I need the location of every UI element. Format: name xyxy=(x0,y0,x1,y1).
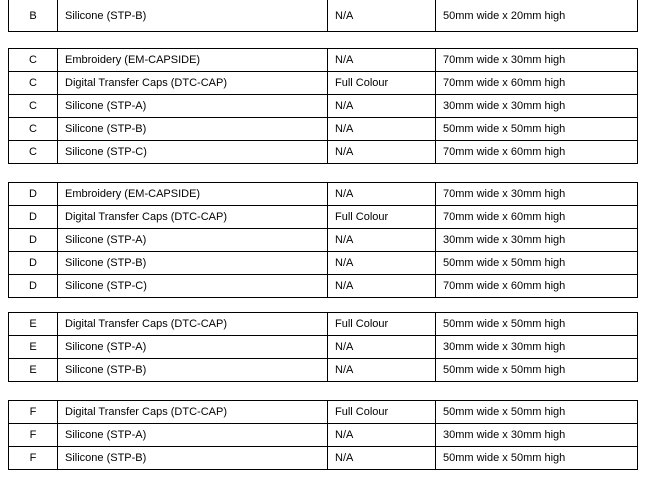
cell-size: 50mm wide x 50mm high xyxy=(435,358,638,382)
table-row: F Silicone (STP-B) N/A 50mm wide x 50mm hig… xyxy=(8,446,638,470)
cell-colour: Full Colour xyxy=(327,71,436,95)
spec-table: C Embroidery (EM-CAPSIDE) N/A 70mm wide x 3… xyxy=(8,48,638,164)
cell-product: Silicone (STP-B) xyxy=(57,251,328,275)
cell-product: Silicone (STP-B) xyxy=(57,358,328,382)
cell-group: C xyxy=(8,94,58,118)
cell-size: 70mm wide x 60mm high xyxy=(435,205,638,229)
spec-table: B Silicone (STP-B) N/A 50mm wide x 20mm hig… xyxy=(8,0,638,32)
cell-product: Digital Transfer Caps (DTC-CAP) xyxy=(57,400,328,424)
table-row: F Silicone (STP-A) N/A 30mm wide x 30mm hig… xyxy=(8,423,638,447)
table-row: B Silicone (STP-B) N/A 50mm wide x 20mm hig… xyxy=(8,0,638,32)
cell-product: Silicone (STP-C) xyxy=(57,274,328,298)
cell-colour: N/A xyxy=(327,251,436,275)
spec-table-group-c: C Embroidery (EM-CAPSIDE) N/A 70mm wide x 3… xyxy=(8,48,638,164)
cell-group: C xyxy=(8,71,58,95)
cell-colour: N/A xyxy=(327,140,436,164)
cell-product: Digital Transfer Caps (DTC-CAP) xyxy=(57,205,328,229)
cell-group: F xyxy=(8,400,58,424)
table-row: E Silicone (STP-B) N/A 50mm wide x 50mm hig… xyxy=(8,358,638,382)
cell-size: 30mm wide x 30mm high xyxy=(435,94,638,118)
cell-product: Digital Transfer Caps (DTC-CAP) xyxy=(57,312,328,336)
spec-table-group-d: D Embroidery (EM-CAPSIDE) N/A 70mm wide x 3… xyxy=(8,182,638,298)
cell-size: 50mm wide x 50mm high xyxy=(435,251,638,275)
spec-table-group-b: B Silicone (STP-B) N/A 50mm wide x 20mm hig… xyxy=(8,0,638,32)
cell-group: D xyxy=(8,205,58,229)
table-row: C Silicone (STP-B) N/A 50mm wide x 50mm hig… xyxy=(8,117,638,141)
cell-size: 70mm wide x 60mm high xyxy=(435,274,638,298)
cell-size: 30mm wide x 30mm high xyxy=(435,423,638,447)
cell-colour: N/A xyxy=(327,446,436,470)
cell-colour: N/A xyxy=(327,48,436,72)
cell-size: 50mm wide x 50mm high xyxy=(435,400,638,424)
cell-group: D xyxy=(8,228,58,252)
table-row: C Silicone (STP-C) N/A 70mm wide x 60mm hig… xyxy=(8,140,638,164)
cell-group: C xyxy=(8,48,58,72)
spec-table: F Digital Transfer Caps (DTC-CAP) Full Col… xyxy=(8,400,638,470)
cell-product: Silicone (STP-A) xyxy=(57,335,328,359)
cell-group: F xyxy=(8,423,58,447)
cell-size: 70mm wide x 30mm high xyxy=(435,48,638,72)
cell-group: E xyxy=(8,312,58,336)
cell-size: 30mm wide x 30mm high xyxy=(435,228,638,252)
cell-colour: N/A xyxy=(327,358,436,382)
cell-colour: Full Colour xyxy=(327,312,436,336)
cell-product: Embroidery (EM-CAPSIDE) xyxy=(57,182,328,206)
cell-colour: Full Colour xyxy=(327,400,436,424)
cell-group: D xyxy=(8,251,58,275)
table-row: C Silicone (STP-A) N/A 30mm wide x 30mm hig… xyxy=(8,94,638,118)
cell-group: E xyxy=(8,335,58,359)
table-row: D Embroidery (EM-CAPSIDE) N/A 70mm wide x 3… xyxy=(8,182,638,206)
cell-group: C xyxy=(8,140,58,164)
cell-product: Silicone (STP-A) xyxy=(57,423,328,447)
cell-product: Silicone (STP-B) xyxy=(57,0,328,32)
cell-size: 50mm wide x 50mm high xyxy=(435,117,638,141)
cell-group: C xyxy=(8,117,58,141)
spec-table-group-e: E Digital Transfer Caps (DTC-CAP) Full Col… xyxy=(8,312,638,382)
cell-product: Silicone (STP-B) xyxy=(57,446,328,470)
cell-size: 70mm wide x 30mm high xyxy=(435,182,638,206)
cell-group: B xyxy=(8,0,58,32)
cell-product: Silicone (STP-B) xyxy=(57,117,328,141)
table-row: F Digital Transfer Caps (DTC-CAP) Full Col… xyxy=(8,400,638,424)
cell-size: 70mm wide x 60mm high xyxy=(435,71,638,95)
cell-colour: N/A xyxy=(327,423,436,447)
cell-product: Digital Transfer Caps (DTC-CAP) xyxy=(57,71,328,95)
cell-colour: N/A xyxy=(327,182,436,206)
cell-size: 50mm wide x 50mm high xyxy=(435,312,638,336)
cell-size: 50mm wide x 50mm high xyxy=(435,446,638,470)
table-row: C Embroidery (EM-CAPSIDE) N/A 70mm wide x 3… xyxy=(8,48,638,72)
spec-table: E Digital Transfer Caps (DTC-CAP) Full Col… xyxy=(8,312,638,382)
spec-table-group-f: F Digital Transfer Caps (DTC-CAP) Full Col… xyxy=(8,400,638,470)
table-row: E Digital Transfer Caps (DTC-CAP) Full Col… xyxy=(8,312,638,336)
cell-size: 30mm wide x 30mm high xyxy=(435,335,638,359)
cell-colour: N/A xyxy=(327,94,436,118)
table-row: D Digital Transfer Caps (DTC-CAP) Full Col… xyxy=(8,205,638,229)
cell-size: 50mm wide x 20mm high xyxy=(435,0,638,32)
cell-colour: N/A xyxy=(327,228,436,252)
cell-group: E xyxy=(8,358,58,382)
spec-table: D Embroidery (EM-CAPSIDE) N/A 70mm wide x 3… xyxy=(8,182,638,298)
cell-group: D xyxy=(8,274,58,298)
cell-product: Embroidery (EM-CAPSIDE) xyxy=(57,48,328,72)
cell-size: 70mm wide x 60mm high xyxy=(435,140,638,164)
cell-group: D xyxy=(8,182,58,206)
cell-colour: N/A xyxy=(327,274,436,298)
cell-product: Silicone (STP-C) xyxy=(57,140,328,164)
cell-colour: N/A xyxy=(327,0,436,32)
cell-product: Silicone (STP-A) xyxy=(57,94,328,118)
cell-colour: N/A xyxy=(327,335,436,359)
cell-colour: N/A xyxy=(327,117,436,141)
cell-colour: Full Colour xyxy=(327,205,436,229)
cell-group: F xyxy=(8,446,58,470)
table-row: E Silicone (STP-A) N/A 30mm wide x 30mm hig… xyxy=(8,335,638,359)
table-row: D Silicone (STP-B) N/A 50mm wide x 50mm hig… xyxy=(8,251,638,275)
cell-product: Silicone (STP-A) xyxy=(57,228,328,252)
table-row: D Silicone (STP-A) N/A 30mm wide x 30mm hig… xyxy=(8,228,638,252)
table-row: C Digital Transfer Caps (DTC-CAP) Full Col… xyxy=(8,71,638,95)
table-row: D Silicone (STP-C) N/A 70mm wide x 60mm hig… xyxy=(8,274,638,298)
